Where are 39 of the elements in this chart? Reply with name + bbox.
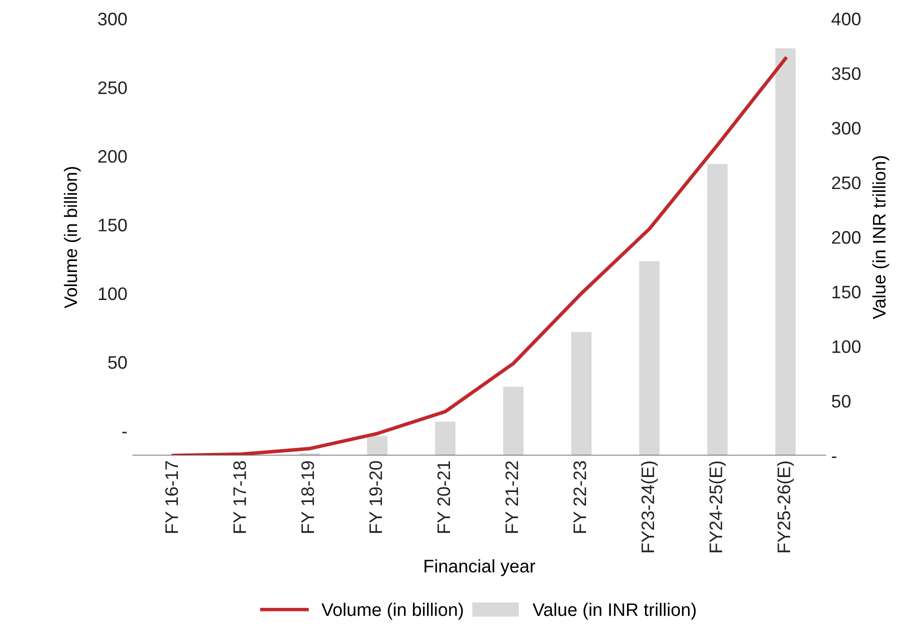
legend-label: Value (in INR trillion): [532, 602, 696, 620]
bar: [503, 386, 524, 456]
y2-tick-label: 150: [832, 286, 861, 298]
y2-axis-title: Value (in INR trillion): [872, 156, 890, 320]
y-tick-label: 250: [98, 81, 127, 94]
y2-tick-label: 250: [832, 176, 861, 190]
x-axis-title: Financial year: [424, 559, 536, 576]
x-tick-label: FY 16-17: [165, 461, 178, 533]
y-tick-label: 200: [98, 150, 127, 163]
y-tick-label: 150: [98, 218, 127, 232]
x-tick-label: FY 18-19: [301, 461, 314, 533]
y2-tick-label: 300: [832, 122, 861, 135]
y-tick-label: 50: [108, 356, 127, 369]
bar: [639, 261, 660, 456]
x-tick-label: FY 21-22: [505, 461, 518, 533]
x-tick-label: FY25-26(E): [777, 461, 794, 552]
x-tick-label: FY 20-21: [437, 461, 450, 533]
bar: [367, 436, 388, 456]
y2-tick-label: 200: [832, 231, 861, 244]
x-tick-label: FY23-24(E): [640, 461, 658, 552]
legend-label: Volume (in billion): [322, 602, 463, 620]
y-axis-title: Volume (in billion): [64, 166, 81, 308]
bar: [435, 422, 456, 456]
bar: [707, 164, 728, 456]
x-tick-label: FY 19-20: [369, 461, 382, 533]
y-tick-label: 100: [98, 287, 127, 300]
y-tick-label: 300: [98, 12, 127, 26]
line-series: [171, 56, 788, 456]
y2-tick-label: -: [832, 456, 836, 458]
y2-tick-label: 50: [832, 394, 851, 408]
y2-tick-label: 400: [832, 12, 861, 26]
x-tick-label: FY24-25(E): [709, 461, 726, 552]
bar: [571, 332, 592, 456]
x-tick-label: FY 17-18: [233, 461, 246, 533]
y2-tick-label: 350: [832, 67, 861, 80]
y2-tick-label: 100: [832, 340, 861, 354]
y-tick-label: -: [122, 432, 127, 434]
bar: [775, 48, 796, 456]
x-tick-label: FY 22-23: [573, 461, 586, 533]
